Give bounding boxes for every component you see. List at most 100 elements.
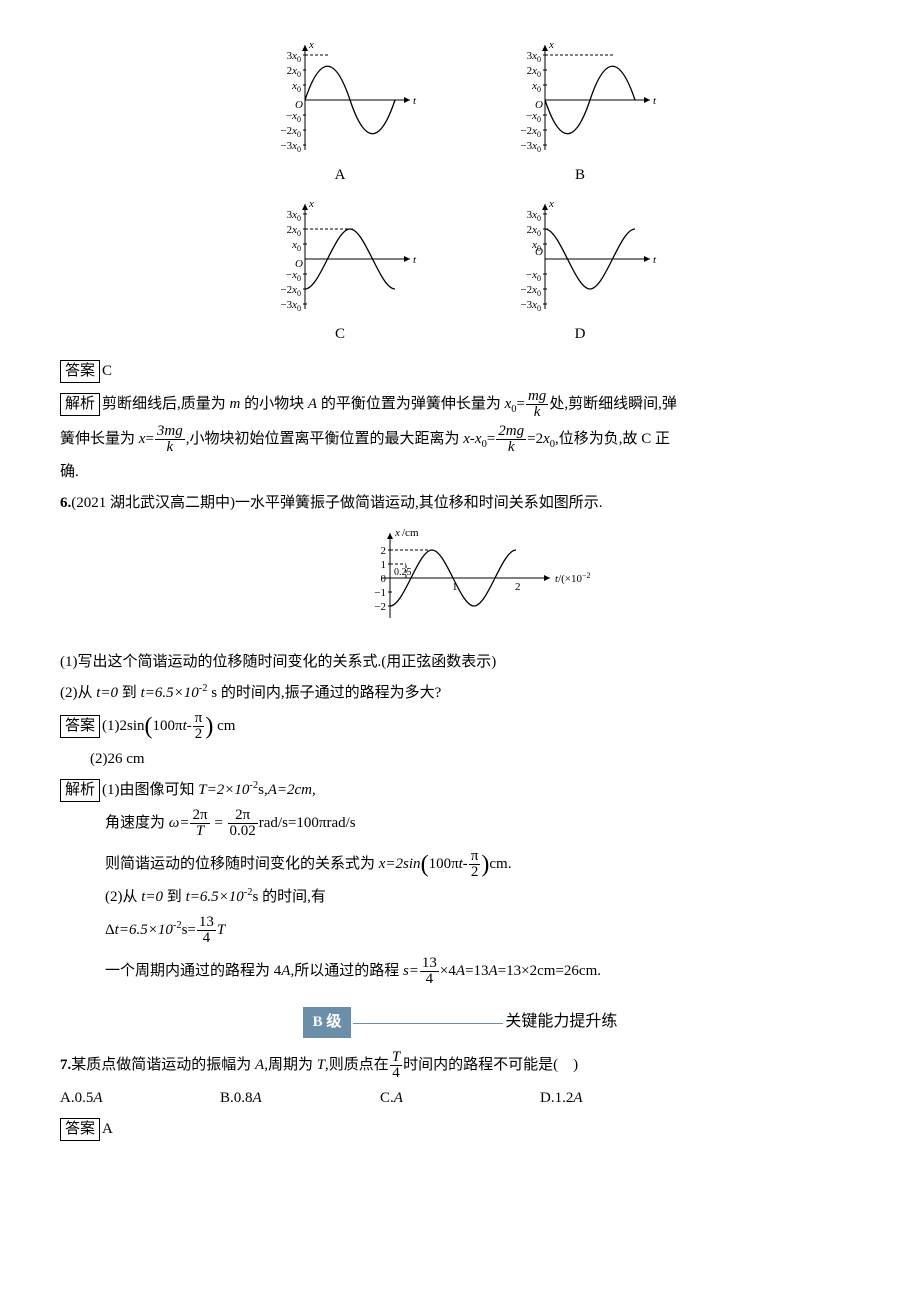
lparen-icon-2: ( [421, 852, 429, 878]
q5-a1b: 的小物块 [240, 396, 308, 412]
q6-ans1-unit: cm [213, 718, 235, 734]
q6-sub2-unit: s 的时间内,振子通过的路程为多大? [207, 685, 441, 701]
q6-ana6-13: 13 [420, 956, 439, 972]
svg-text:t/(×10−2 s): t/(×10−2 s) [555, 571, 590, 585]
level-b-badge: B 级 [303, 1007, 352, 1038]
svg-text:−3x0: −3x0 [280, 140, 301, 154]
svg-text:−3x0: −3x0 [280, 299, 301, 313]
q6-ana1A: A=2cm, [268, 782, 316, 798]
q5-a1a: 剪断细线后,质量为 [102, 396, 230, 412]
svg-text:−x0: −x0 [286, 269, 301, 283]
svg-text:−2x0: −2x0 [280, 284, 301, 298]
q6-ana5exp: -2 [173, 920, 182, 931]
q7-num: 7. [60, 1057, 71, 1073]
q7-opt-a-sym: A [93, 1090, 102, 1106]
q7-opt-b-sym: A [253, 1090, 262, 1106]
q5-eq1: = [517, 396, 525, 412]
q6-ana5a: Δ [105, 922, 115, 938]
q6-sub1: (1)写出这个简谐运动的位移随时间变化的关系式.(用正弦函数表示) [60, 649, 860, 676]
q6-ans1-2: 2 [193, 727, 205, 742]
q7-a: 某质点做简谐运动的振幅为 [71, 1057, 255, 1073]
svg-text:−2: −2 [374, 601, 386, 613]
q6-ana4t1: t=6.5×10 [186, 889, 244, 905]
q5-a2b: ,小物块初始位置离平衡位置的最大距离为 [186, 431, 464, 447]
svg-text:−2x0: −2x0 [520, 125, 541, 139]
svg-text:O: O [295, 99, 303, 111]
q5-frac3-num: 2mg [496, 424, 526, 440]
q6-ana1exp: -2 [249, 780, 258, 791]
q5-eq3: = [487, 431, 495, 447]
q7-opt-b: B.0.8A [220, 1085, 380, 1112]
q7-b: ,周期为 [264, 1057, 317, 1073]
svg-text:−1: −1 [374, 587, 386, 599]
svg-text:x: x [308, 40, 314, 51]
q7-opt-d: D.1.2A [540, 1085, 700, 1112]
q5-frac1-num: mg [526, 389, 548, 405]
svg-text:−3x0: −3x0 [520, 299, 541, 313]
q7-frac: T4 [390, 1050, 402, 1081]
q6-ana2-frac1: 2πT [190, 808, 209, 839]
q6-ana3-unit: cm. [489, 856, 511, 872]
svg-text:−x0: −x0 [526, 269, 541, 283]
q5-frac1: mgk [526, 389, 548, 420]
q7-opt-c-sym: A [394, 1090, 403, 1106]
chart-a-svg: 3x0 2x0 x0 −x0 −2x0 −3x0 O t x [250, 40, 430, 160]
q6-ana2-002: 0.02 [228, 824, 258, 839]
q6-ana6-4: 4 [420, 972, 439, 987]
q5-frac3: 2mgk [496, 424, 526, 455]
svg-text:t: t [653, 95, 657, 107]
q6-sub2: (2)从 t=0 到 t=6.5×10-2 s 的时间内,振子通过的路程为多大? [60, 680, 860, 707]
q5-frac1-den: k [526, 405, 548, 420]
q6-ana4: (2)从 t=0 到 t=6.5×10-2s 的时间,有 [60, 884, 860, 911]
q6-sub2-to: 到 [118, 685, 141, 701]
q6-ana4to: 到 [163, 889, 186, 905]
q6-ana5T: T [217, 922, 225, 938]
svg-text:O: O [295, 258, 303, 270]
answer-badge-2: 答案 [60, 715, 100, 738]
q5-2x0b: x [543, 431, 550, 447]
svg-text:2x0: 2x0 [287, 65, 301, 79]
chart-cell-c: 3x0 2x0 x0 −x0 −2x0 −3x0 O t x C [240, 199, 440, 348]
svg-text:x: x [548, 199, 554, 210]
q6-ana4s: s 的时间,有 [252, 889, 325, 905]
svg-text:−3x0: −3x0 [520, 140, 541, 154]
q7-options: A.0.5A B.0.8A C.A D.1.2A [60, 1085, 860, 1112]
svg-text:−2x0: −2x0 [280, 125, 301, 139]
q5-frac2-num: 3mg [155, 424, 185, 440]
q6-ana6b: ,所以通过的路程 [290, 963, 403, 979]
q6-ana6a: 一个周期内通过的路程为 4 [105, 963, 281, 979]
q6-ans1t: t- [183, 718, 192, 734]
q7-opt-d-txt: D.1.2 [540, 1090, 573, 1106]
q6-ans2: (2)26 cm [60, 746, 860, 773]
q6-ana5-13: 13 [197, 915, 216, 931]
q5-answer-line: 答案C [60, 358, 860, 385]
q5-2x0a: =2 [527, 431, 543, 447]
q6-sub2a: (2)从 [60, 685, 96, 701]
q6-ana3-100pi: 100π [429, 856, 459, 872]
q6-ana4t0: t=0 [141, 889, 163, 905]
q6-ana2-2pi2: 2π [228, 808, 258, 824]
q6-ana3-frac: π2 [469, 849, 481, 880]
q6-num: 6. [60, 495, 71, 511]
q6-ana2-2pi: 2π [190, 808, 209, 824]
answer-badge: 答案 [60, 360, 100, 383]
q6-ans1-pi: π [193, 711, 205, 727]
chart-b-label: B [480, 162, 680, 189]
svg-text:t: t [413, 95, 417, 107]
q6-chart-svg: 21 0 −1−2 x/cm t/(×10−2 s) 1 2 0.25 [330, 523, 590, 633]
level-b-title: 关键能力提升练 [505, 1008, 617, 1037]
q7-opt-a-txt: A.0.5 [60, 1090, 93, 1106]
svg-text:2: 2 [515, 581, 521, 593]
q5-A: A [308, 396, 317, 412]
q6-ana5t: t=6.5×10 [115, 922, 173, 938]
svg-text:x0: x0 [531, 80, 541, 94]
q6-sub2-t0: t=0 [96, 685, 118, 701]
q7-answer-value: A [102, 1121, 113, 1137]
svg-text:t: t [413, 254, 417, 266]
svg-text:x: x [308, 199, 314, 210]
chart-cell-b: 3x0 2x0 x0 −x0 −2x0 −3x0 O t x B [480, 40, 680, 189]
q7-c: ,则质点在 [325, 1057, 389, 1073]
q7-opt-a: A.0.5A [60, 1085, 220, 1112]
q6-ana3-2: 2 [469, 865, 481, 880]
q6-stem-a: (2021 湖北武汉高二期中)一水平弹簧振子做简谐运动,其位移和时间关系如图所示… [71, 495, 602, 511]
